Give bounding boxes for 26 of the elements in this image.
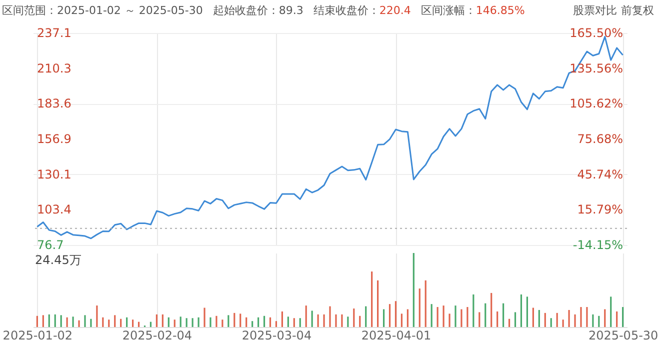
- text: 区间范围：2025-01-02 ～ 2025-05-30: [2, 4, 203, 16]
- y-tick-label: 183.6: [37, 96, 72, 111]
- x-tick-label: 2025-04-01: [361, 328, 432, 341]
- text: 股票对比: [573, 4, 617, 16]
- x-tick-label: 2025-03-04: [242, 328, 312, 341]
- y-tick-label: 237.1: [37, 26, 72, 40]
- y2-tick-label: 165.50%: [570, 26, 623, 40]
- y2-tick-label: 45.74%: [577, 167, 623, 182]
- x-tick-label: 2025-01-02: [2, 328, 73, 341]
- annotation: 24.45万: [35, 253, 82, 267]
- y-tick-label: 156.9: [37, 132, 72, 146]
- y-tick-label: 103.4: [37, 202, 72, 217]
- y-tick-label: 210.3: [37, 61, 72, 76]
- text: 区间涨幅：146.85%: [420, 4, 525, 16]
- text: 起始收盘价：89.3: [212, 4, 304, 16]
- line-series: [36, 36, 624, 240]
- y-tick-label: 130.1: [37, 167, 72, 182]
- y2-tick-label: 75.68%: [577, 132, 623, 146]
- text: 结束收盘价：220.4: [313, 4, 411, 16]
- y2-tick-label: 15.79%: [577, 202, 623, 217]
- x-tick-label: 2025-02-04: [122, 328, 192, 341]
- y2-tick-label: 105.62%: [570, 96, 623, 111]
- text: 前复权: [621, 4, 654, 16]
- y-tick-label: 76.7: [37, 238, 64, 252]
- y2-tick-label: -14.15%: [572, 238, 623, 252]
- x-tick-label: 2025-05-30: [588, 328, 658, 341]
